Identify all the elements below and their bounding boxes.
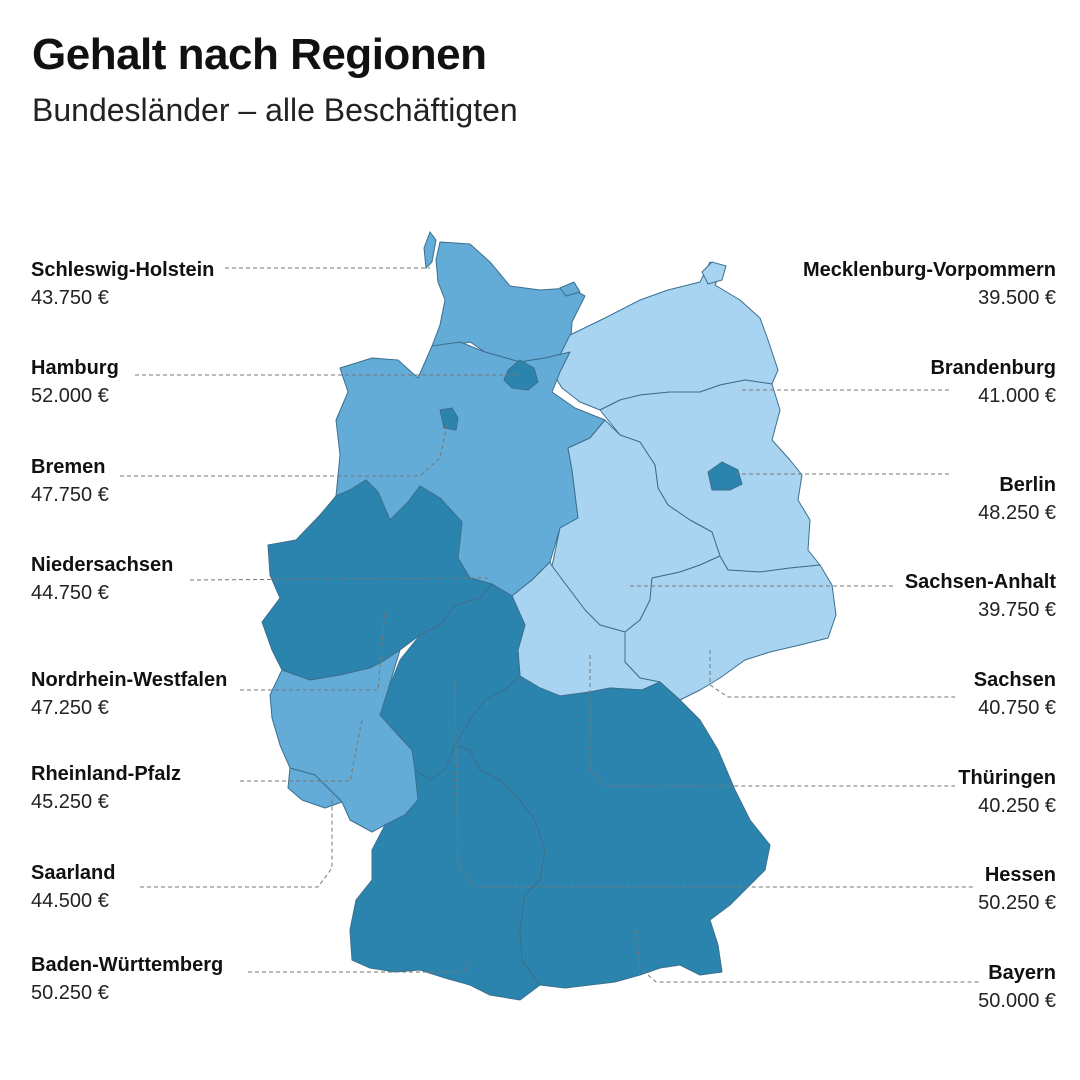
region-value: 44.500 € (31, 890, 109, 912)
label-bayern: Bayern 50.000 € (756, 961, 1056, 1014)
leader-line (454, 679, 975, 888)
region-saarland (287, 767, 343, 809)
leader-line (240, 719, 363, 782)
region-name: Mecklenburg-Vorpommern (803, 259, 1056, 281)
region-name: Schleswig-Holstein (31, 259, 215, 281)
region-name: Hessen (984, 864, 1056, 886)
region-value: 48.250 € (978, 502, 1056, 524)
page-subtitle: Bundesländer – alle Beschäftigten (32, 92, 518, 128)
region-name: Niedersachsen (31, 554, 174, 576)
region-name: Sachsen-Anhalt (904, 571, 1056, 593)
label-hamburg: Hamburg 52.000 € (31, 356, 331, 409)
leader-line (248, 961, 471, 973)
page-title: Gehalt nach Regionen (32, 30, 487, 79)
region-value: 52.000 € (31, 385, 109, 407)
region-value: 50.250 € (978, 892, 1056, 914)
label-sachsen: Sachsen 40.750 € (756, 668, 1056, 721)
region-name: Bayern (988, 962, 1056, 984)
region-name: Saarland (31, 862, 116, 884)
label-thueringen: Thüringen 40.250 € (756, 766, 1056, 819)
leader-line (189, 577, 491, 581)
region-hamburg (503, 359, 539, 391)
region-value: 47.750 € (31, 484, 109, 506)
region-value: 47.250 € (31, 697, 109, 719)
label-hessen: Hessen 50.250 € (756, 863, 1056, 916)
label-bremen: Bremen 47.750 € (31, 455, 331, 508)
leader-line (240, 609, 386, 691)
region-name: Rheinland-Pfalz (31, 763, 182, 785)
region-value: 39.750 € (978, 599, 1056, 621)
label-brandenburg: Brandenburg 41.000 € (756, 356, 1056, 409)
region-name: Baden-Württemberg (31, 954, 224, 976)
region-name: Brandenburg (930, 357, 1056, 379)
island-ruegen (701, 261, 727, 285)
label-mecklenburg-vorpommern: Mecklenburg-Vorpommern 39.500 € (756, 258, 1056, 311)
region-value: 43.750 € (31, 287, 109, 309)
label-niedersachsen: Niedersachsen 44.750 € (31, 553, 331, 606)
region-bayern (454, 675, 771, 989)
region-value: 50.000 € (978, 990, 1056, 1012)
region-berlin (707, 461, 743, 491)
label-saarland: Saarland 44.500 € (31, 861, 331, 914)
region-value: 41.000 € (978, 385, 1056, 407)
leader-line (120, 419, 449, 477)
region-value: 40.750 € (978, 697, 1056, 719)
region-value: 40.250 € (978, 795, 1056, 817)
region-bremen (439, 407, 459, 431)
region-name: Thüringen (958, 767, 1056, 789)
region-name: Bremen (31, 456, 106, 478)
island-fehmarn (559, 281, 581, 297)
region-name: Nordrhein-Westfalen (31, 669, 228, 691)
label-rheinland-pfalz: Rheinland-Pfalz 45.250 € (31, 762, 331, 815)
label-sachsen-anhalt: Sachsen-Anhalt 39.750 € (756, 570, 1056, 623)
label-baden-wuerttemberg: Baden-Württemberg 50.250 € (31, 953, 331, 1006)
region-value: 45.250 € (31, 791, 109, 813)
region-name: Hamburg (31, 357, 119, 379)
leader-line (709, 650, 955, 698)
region-value: 50.250 € (31, 982, 109, 1004)
label-nordrhein-westfalen: Nordrhein-Westfalen 47.250 € (31, 668, 331, 721)
leader-line (140, 795, 333, 888)
label-schleswig-holstein: Schleswig-Holstein 43.750 € (31, 258, 331, 311)
region-name: Berlin (999, 474, 1056, 496)
leader-line (589, 655, 955, 787)
region-value: 39.500 € (978, 287, 1056, 309)
region-name: Sachsen (973, 669, 1056, 691)
label-berlin: Berlin 48.250 € (756, 473, 1056, 526)
island-north-frisian (423, 230, 437, 270)
region-value: 44.750 € (31, 582, 109, 604)
